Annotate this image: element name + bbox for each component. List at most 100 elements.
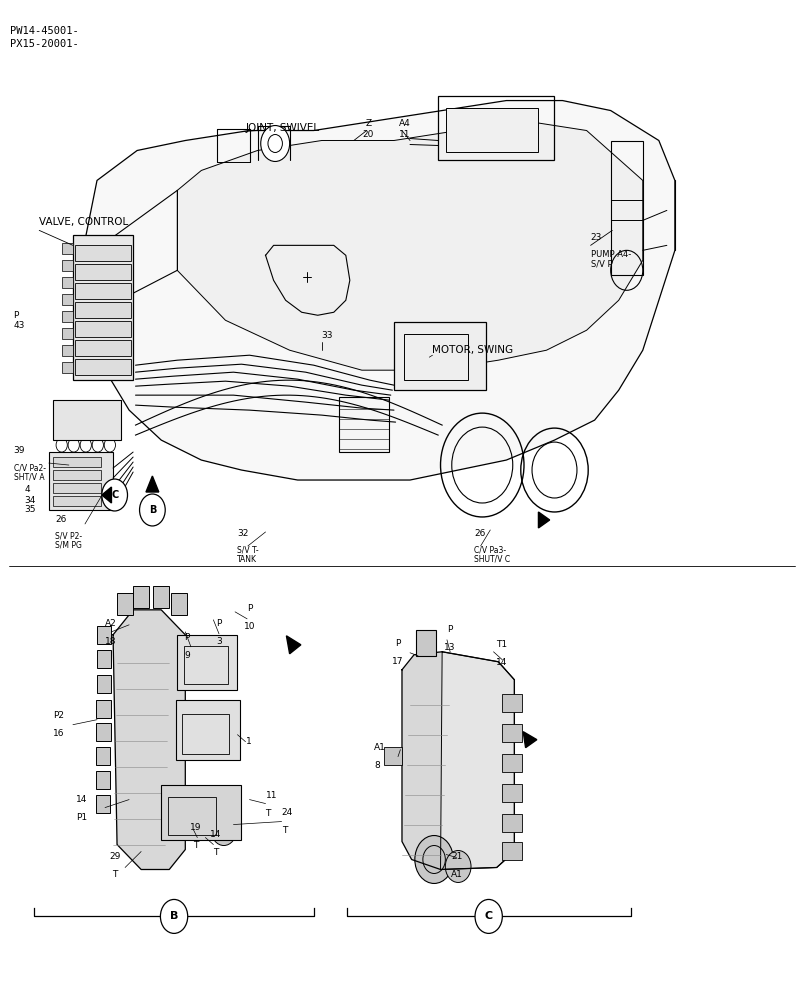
Circle shape [183,797,215,837]
Text: T: T [281,826,287,835]
Polygon shape [102,487,112,503]
Bar [62,345,73,356]
Polygon shape [538,512,549,528]
Bar [96,747,110,765]
Text: T: T [193,841,198,850]
Bar [75,340,131,356]
Bar [502,754,522,772]
Bar [416,630,435,656]
Bar [133,586,149,608]
Text: 20: 20 [362,130,373,139]
Text: P: P [216,619,222,628]
Text: A4: A4 [398,119,410,128]
Text: 9: 9 [184,651,190,660]
Text: 33: 33 [321,331,332,340]
Bar [96,771,110,789]
Text: 35: 35 [25,505,36,514]
Text: S/V T-: S/V T- [237,546,259,555]
Bar [181,714,228,754]
Bar [610,140,642,275]
Bar [62,311,73,322]
Text: T: T [213,848,218,857]
Text: C: C [484,911,492,921]
Text: 3: 3 [216,637,222,646]
Text: 39: 39 [14,446,25,455]
Bar [502,784,522,802]
Circle shape [210,814,236,846]
Text: 13: 13 [444,643,455,652]
Polygon shape [440,652,514,869]
Bar [502,694,522,712]
Text: P: P [184,633,190,642]
Bar [161,785,241,840]
Bar [168,797,215,835]
Bar [75,359,131,375]
Bar [73,235,133,380]
Polygon shape [146,476,159,492]
Text: P2: P2 [53,711,63,720]
Bar [53,457,101,467]
Circle shape [414,836,453,883]
Bar [62,294,73,305]
Bar [62,277,73,288]
Bar [438,96,554,160]
Text: TANK: TANK [237,555,257,564]
Text: S/V P: S/V P [590,259,611,268]
Bar [75,321,131,337]
Polygon shape [402,652,514,869]
Bar [75,283,131,299]
Text: JOINT, SWIVEL: JOINT, SWIVEL [245,123,320,133]
Bar [96,795,110,813]
Bar [96,700,111,718]
Bar [97,626,112,644]
Bar [446,108,538,152]
Text: PW14-45001-
PX15-20001-: PW14-45001- PX15-20001- [10,26,79,49]
Text: 24: 24 [281,808,292,817]
Text: S/V P2-: S/V P2- [55,532,82,541]
Bar [75,264,131,280]
Text: 14: 14 [495,658,507,667]
Text: 29: 29 [109,852,120,861]
Bar [117,593,133,615]
Text: Z: Z [365,119,371,128]
Text: 21: 21 [450,852,462,861]
Text: B: B [149,505,156,515]
Polygon shape [113,610,185,869]
Text: 14: 14 [210,830,221,839]
Bar [177,635,237,690]
Text: MOTOR, SWING: MOTOR, SWING [432,345,513,355]
Text: PUMP A4-: PUMP A4- [590,250,630,259]
Circle shape [475,899,502,933]
Circle shape [198,716,227,752]
Text: 32: 32 [237,529,249,538]
Text: P1: P1 [76,813,88,822]
Text: T: T [265,809,271,818]
Text: 1: 1 [245,737,251,746]
Bar [53,496,101,506]
Bar [153,586,169,608]
Text: 23: 23 [590,233,601,242]
Bar [53,400,121,440]
Bar [502,724,522,742]
Text: T: T [112,870,117,879]
Text: A1: A1 [373,743,385,752]
Circle shape [161,899,187,933]
Bar [53,470,101,480]
Text: VALVE, CONTROL: VALVE, CONTROL [39,217,128,227]
Polygon shape [81,101,674,480]
Text: C/V Pa3-: C/V Pa3- [474,546,506,555]
Bar [170,593,186,615]
Bar [75,302,131,318]
Text: P: P [14,311,19,320]
Text: 11: 11 [398,130,410,139]
Text: 10: 10 [243,622,255,631]
Text: 43: 43 [14,321,25,330]
Bar [75,245,131,261]
Bar [49,452,113,510]
Polygon shape [286,636,300,654]
Bar [62,328,73,339]
Text: 34: 34 [25,496,36,505]
Text: 26: 26 [474,529,485,538]
Text: P: P [395,639,400,648]
Text: 4: 4 [25,485,31,494]
